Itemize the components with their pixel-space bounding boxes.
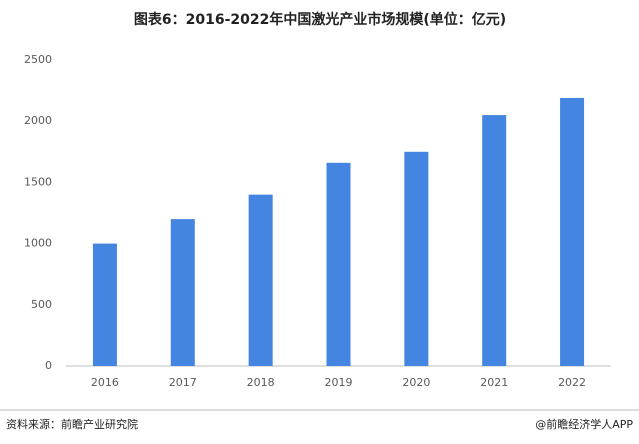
x-tick-label: 2016 <box>91 376 119 389</box>
credit-note: @前瞻经济学人APP <box>535 417 633 431</box>
x-tick-label: 2018 <box>247 376 275 389</box>
x-tick-label: 2019 <box>325 376 353 389</box>
bar <box>404 151 429 366</box>
bar <box>326 162 351 366</box>
x-tick-label: 2021 <box>480 376 508 389</box>
bar <box>482 115 507 366</box>
bar <box>248 194 273 366</box>
y-tick-label: 500 <box>31 298 52 311</box>
bar <box>92 243 117 366</box>
x-tick-label: 2020 <box>402 376 430 389</box>
y-tick-label: 2000 <box>24 114 52 127</box>
y-tick-label: 1500 <box>24 175 52 188</box>
y-tick-label: 2500 <box>24 53 52 66</box>
chart-title: 图表6：2016-2022年中国激光产业市场规模(单位：亿元) <box>134 11 506 28</box>
bar <box>170 219 195 366</box>
bar <box>560 97 585 366</box>
y-tick-label: 0 <box>45 359 52 372</box>
source-note: 资料来源：前瞻产业研究院 <box>6 417 138 431</box>
y-tick-label: 1000 <box>24 237 52 250</box>
x-tick-label: 2022 <box>558 376 586 389</box>
x-tick-label: 2017 <box>169 376 197 389</box>
